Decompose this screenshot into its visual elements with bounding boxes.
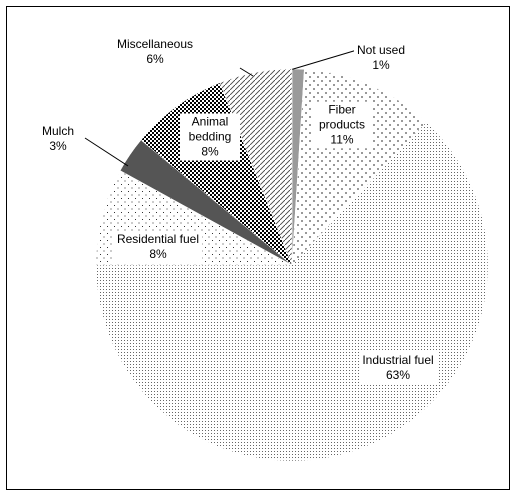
label-box: Mulch 3% [38,123,77,155]
value-label: 8% [149,247,167,261]
pie-slice [140,82,293,266]
label-box: Animal bedding 8% [180,113,240,161]
value-label: 8% [201,144,219,159]
label-box: Miscellaneous 6% [113,36,197,68]
slice-label: Not used 1% [341,42,421,74]
label-box: Fiber products 11% [312,101,372,149]
slice-label: Residential fuel 8% [103,231,213,263]
slice-label: Mulch 3% [28,123,88,155]
category-label: Mulch [41,124,74,138]
label-box: Not used 1% [353,42,409,74]
leader-line [84,137,129,167]
slice-label: Miscellaneous 6% [100,36,210,68]
category-label: Industrial fuel [362,353,434,367]
category-label: Not used [356,43,406,57]
chart-border [6,6,510,490]
leader-line [239,67,254,77]
slice-label: Fiber products 11% [312,101,372,149]
category-label: Miscellaneous [116,37,194,51]
value-label: 3% [49,139,67,153]
leader-line [289,49,358,71]
category-label: Animal bedding [188,114,232,144]
category-label: Residential fuel [116,232,200,246]
value-label: 63% [385,368,411,382]
value-label: 11% [330,132,354,147]
value-label: 6% [146,52,164,66]
label-box: Residential fuel 8% [113,231,203,263]
slice-label: Industrial fuel 63% [348,352,448,384]
value-label: 1% [372,58,390,72]
label-box: Industrial fuel 63% [359,352,437,384]
slice-label: Animal bedding 8% [180,113,240,161]
category-label: Fiber products [318,102,366,132]
